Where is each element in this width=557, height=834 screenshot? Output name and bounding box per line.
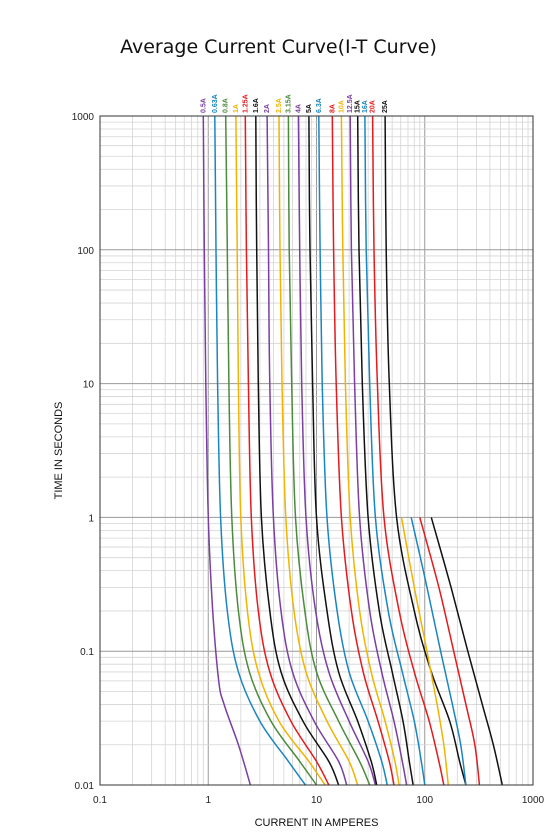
x-tick-label: 10 bbox=[311, 795, 323, 806]
curve-tail bbox=[430, 517, 504, 786]
curve-tail bbox=[410, 517, 467, 786]
y-tick-label: 10 bbox=[83, 380, 95, 391]
curve-label: 2A bbox=[264, 104, 271, 113]
grid bbox=[99, 116, 533, 786]
plot-frame bbox=[99, 115, 534, 786]
curve-label: 1.6A bbox=[253, 98, 260, 113]
y-tick-label: 0.01 bbox=[75, 781, 95, 792]
x-tick-label: 0.1 bbox=[93, 795, 107, 806]
y-tick-label: 1 bbox=[88, 513, 94, 524]
curve-2.5A bbox=[278, 115, 359, 786]
curve-tail bbox=[400, 517, 450, 786]
curve-label: 6.3A bbox=[316, 98, 323, 113]
curve-label: 0.8A bbox=[223, 98, 230, 113]
curve-tail bbox=[419, 517, 481, 786]
curve-label: 0.5A bbox=[200, 98, 207, 113]
curve-20A bbox=[371, 115, 445, 786]
curve-1.25A bbox=[244, 115, 330, 786]
curve-0.5A bbox=[202, 115, 252, 786]
curve-16A bbox=[364, 115, 426, 786]
curve-labels: 0.5A 0.63A 0.8A 1A 1.25A 1.6A 2A 2.5A 3.15A 4A 5A 6… bbox=[200, 94, 389, 113]
curve-label: 16A bbox=[362, 100, 369, 113]
curve-label: 12.5A bbox=[347, 94, 354, 113]
curve-label: 8A bbox=[329, 104, 336, 113]
curves bbox=[202, 115, 504, 786]
curve-0.8A bbox=[224, 115, 318, 786]
curve-label: 5A bbox=[306, 104, 313, 113]
curve-label: 20A bbox=[370, 100, 377, 113]
curve-label: 0.63A bbox=[212, 94, 219, 113]
curve-label: 4A bbox=[295, 104, 302, 113]
curve-25A bbox=[384, 115, 467, 786]
curve-label: 25A bbox=[382, 100, 389, 113]
curve-1.6A bbox=[255, 115, 340, 786]
x-tick-label: 100 bbox=[416, 795, 433, 806]
curve-10A bbox=[340, 115, 400, 786]
curve-2A bbox=[266, 115, 348, 786]
curve-label: 15A bbox=[355, 100, 362, 113]
x-tick-label: 1 bbox=[205, 795, 211, 806]
y-tick-label: 1000 bbox=[72, 112, 95, 123]
curve-12.5A bbox=[349, 115, 408, 786]
y-tick-label: 100 bbox=[77, 246, 94, 257]
y-tick-label: 0.1 bbox=[80, 647, 94, 658]
curve-1A bbox=[235, 115, 326, 786]
curve-label: 10A bbox=[338, 100, 345, 113]
x-axis-label: CURRENT IN AMPERES bbox=[255, 817, 379, 829]
curve-label: 3.15A bbox=[285, 94, 292, 113]
curve-label: 1A bbox=[233, 104, 240, 113]
curve-0.63A bbox=[214, 115, 307, 786]
curve-5A bbox=[308, 115, 378, 786]
curve-8A bbox=[331, 115, 395, 786]
curve-6.3A bbox=[318, 115, 388, 786]
curve-4A bbox=[297, 115, 377, 786]
curve-label: 2.5A bbox=[276, 98, 283, 113]
y-axis-label: TIME IN SECONDS bbox=[53, 402, 65, 500]
chart-title: Average Current Curve(I-T Curve) bbox=[120, 36, 437, 58]
x-tick-label: 1000 bbox=[522, 795, 545, 806]
curve-label: 1.25A bbox=[242, 94, 249, 113]
curve-15A bbox=[356, 115, 414, 786]
curve-3.15A bbox=[287, 115, 371, 786]
ticks: 0.1 1 10 100 1000 0.01 0.1 1 10 100 1000 bbox=[72, 112, 545, 806]
